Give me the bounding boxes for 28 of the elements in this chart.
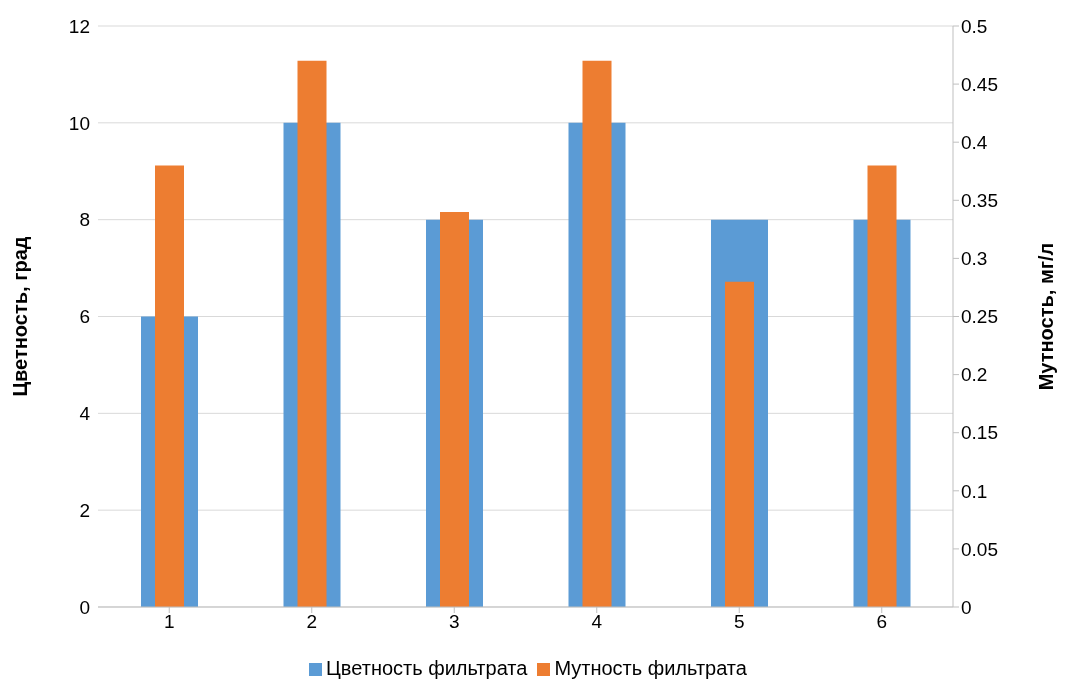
x-tick-label: 6	[876, 611, 888, 633]
y-tick-label: 6	[79, 306, 90, 328]
y2-tick-label: 0.2	[961, 364, 988, 386]
y2-axis-title: Мутность, мг/л	[1035, 242, 1058, 391]
y2-tick-label: 0.25	[961, 306, 998, 328]
y2-tick-label: 0.1	[961, 480, 988, 502]
legend-label: Цветность фильтрата	[326, 657, 528, 679]
y2-tick-label: 0	[961, 596, 972, 618]
y-axis-title: Цветность, град	[9, 236, 32, 397]
y-tick-label: 4	[79, 403, 91, 425]
y2-tick-label: 0.35	[961, 190, 998, 212]
x-tick-label: 2	[306, 611, 318, 633]
y-tick-label: 10	[68, 112, 90, 134]
y-tick-label: 8	[79, 209, 90, 231]
x-tick-label: 3	[448, 611, 460, 633]
y2-tick-label: 0.3	[961, 248, 988, 270]
y2-tick-label: 0.5	[961, 15, 988, 37]
y-tick-label: 2	[79, 499, 90, 521]
y-tick-label: 12	[68, 15, 90, 37]
y2-tick-label: 0.45	[961, 73, 998, 95]
x-tick-label: 5	[733, 611, 745, 633]
x-tick-label: 4	[591, 611, 603, 633]
x-tick-label: 1	[163, 611, 175, 633]
y2-tick-label: 0.15	[961, 422, 998, 444]
y2-tick-label: 0.05	[961, 538, 998, 560]
legend-label: Мутность фильтрата	[554, 657, 747, 679]
y2-tick-label: 0.4	[961, 131, 988, 153]
y-tick-label: 0	[79, 596, 90, 618]
